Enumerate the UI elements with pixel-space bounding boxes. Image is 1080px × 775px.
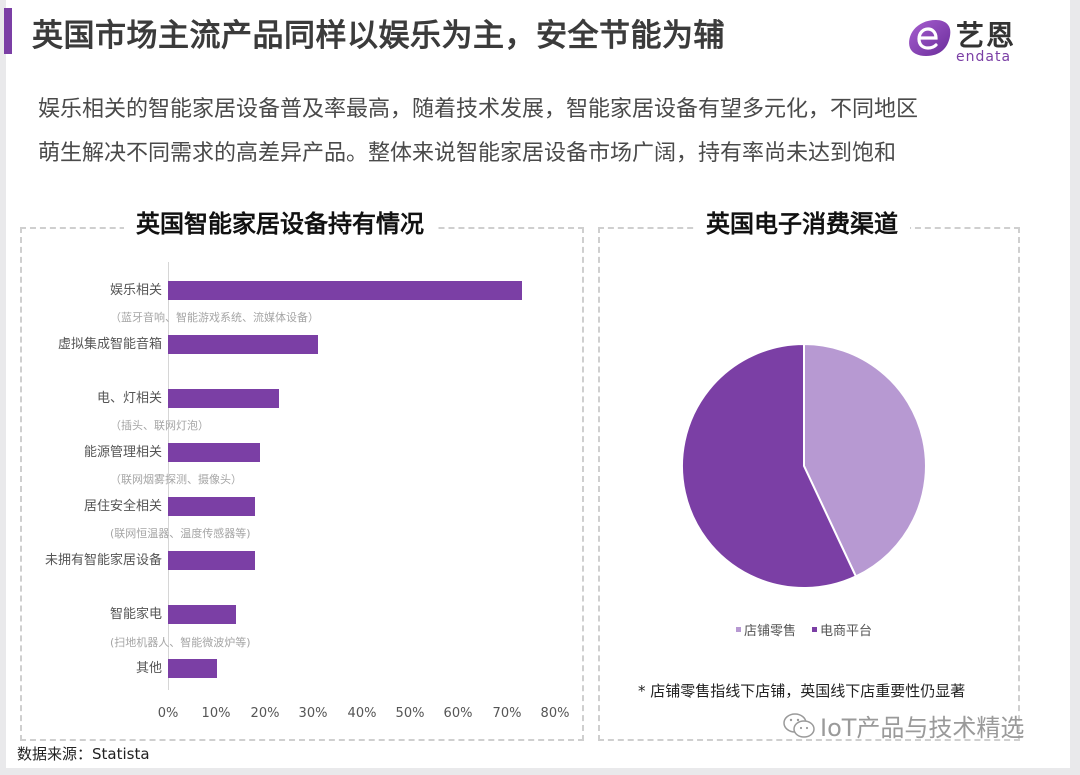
data-source: 数据来源：Statista	[17, 745, 150, 763]
bar-electric-light	[168, 389, 279, 408]
pie-legend: 店铺零售 电商平台	[736, 620, 872, 639]
endata-e-icon	[909, 20, 951, 56]
bar-label: 能源管理相关	[83, 445, 162, 460]
title-accent-bar	[4, 8, 12, 54]
legend-swatch	[812, 627, 818, 632]
bar-label: 娱乐相关	[109, 283, 162, 298]
watermark-text: IoT产品与技术精选	[820, 714, 1025, 742]
page-title: 英国市场主流产品同样以娱乐为主，安全节能为辅	[32, 18, 725, 54]
bar-label: 未拥有智能家居设备	[44, 553, 162, 568]
bar-entertainment	[168, 281, 522, 300]
bar-label: 智能家电	[109, 607, 162, 622]
watermark: IoT产品与技术精选	[782, 708, 1024, 743]
pie-footnote: * 店铺零售指线下店铺，英国线下店重要性仍显著	[638, 682, 966, 700]
legend-label: 店铺零售	[744, 624, 797, 639]
bar-label: 居住安全相关	[83, 499, 162, 514]
logo-name-cn: 艺恩	[956, 19, 1017, 52]
x-tick: 40%	[347, 706, 377, 721]
legend-swatch	[736, 627, 741, 632]
x-tick: 80%	[540, 706, 570, 721]
legend-item-ecommerce: 电商平台	[812, 620, 872, 639]
bar-label: 电、灯相关	[96, 391, 162, 406]
endata-logo: 艺恩 endata	[906, 14, 1036, 65]
x-tick: 70%	[492, 706, 522, 721]
x-tick: 20%	[250, 706, 280, 721]
x-tick: 60%	[443, 706, 473, 721]
summary-line-1: 娱乐相关的智能家居设备普及率最高，随着技术发展，智能家居设备有望多元化，不同地区	[38, 97, 919, 122]
x-tick: 50%	[395, 706, 425, 721]
x-tick: 0%	[157, 706, 179, 721]
bar-sublabel: （联网烟雾探测、摄像头）	[110, 473, 242, 486]
bar-none	[168, 551, 255, 570]
bar-sublabel: (扫地机器人、智能微波炉等)	[110, 636, 251, 649]
bar-energy	[168, 443, 260, 462]
summary-line-2: 萌生解决不同需求的高差异产品。整体来说智能家居设备市场广阔，持有率尚未达到饱和	[38, 141, 897, 166]
pie-slice-store-retail	[803, 344, 927, 578]
bar-security	[168, 497, 255, 516]
bar-sublabel: (联网恒温器、温度传感器等)	[110, 527, 251, 540]
channel-chart-title: 英国电子消费渠道	[694, 204, 910, 239]
bar-appliance	[168, 605, 236, 624]
bar-sublabel: （插头、联网灯泡）	[110, 419, 209, 432]
bar-chart-axis	[168, 262, 169, 690]
bar-label: 其他	[135, 661, 162, 676]
x-tick: 10%	[201, 706, 231, 721]
channel-pie-chart	[680, 344, 927, 588]
bar-smart-speaker	[168, 335, 318, 354]
legend-item-store-retail: 店铺零售	[736, 620, 796, 639]
wechat-icon	[783, 712, 815, 738]
logo-name-en: endata	[956, 49, 1012, 65]
summary-text: 娱乐相关的智能家居设备普及率最高，随着技术发展，智能家居设备有望多元化，不同地区…	[38, 88, 1038, 176]
bar-other	[168, 659, 217, 678]
pie-slice-ecommerce	[680, 344, 858, 588]
bar-label: 虚拟集成智能音箱	[57, 337, 162, 352]
x-tick: 30%	[298, 706, 328, 721]
ownership-chart-title: 英国智能家居设备持有情况	[124, 204, 436, 239]
legend-label: 电商平台	[820, 624, 873, 639]
bar-sublabel: （蓝牙音响、智能游戏系统、流媒体设备）	[110, 311, 319, 324]
